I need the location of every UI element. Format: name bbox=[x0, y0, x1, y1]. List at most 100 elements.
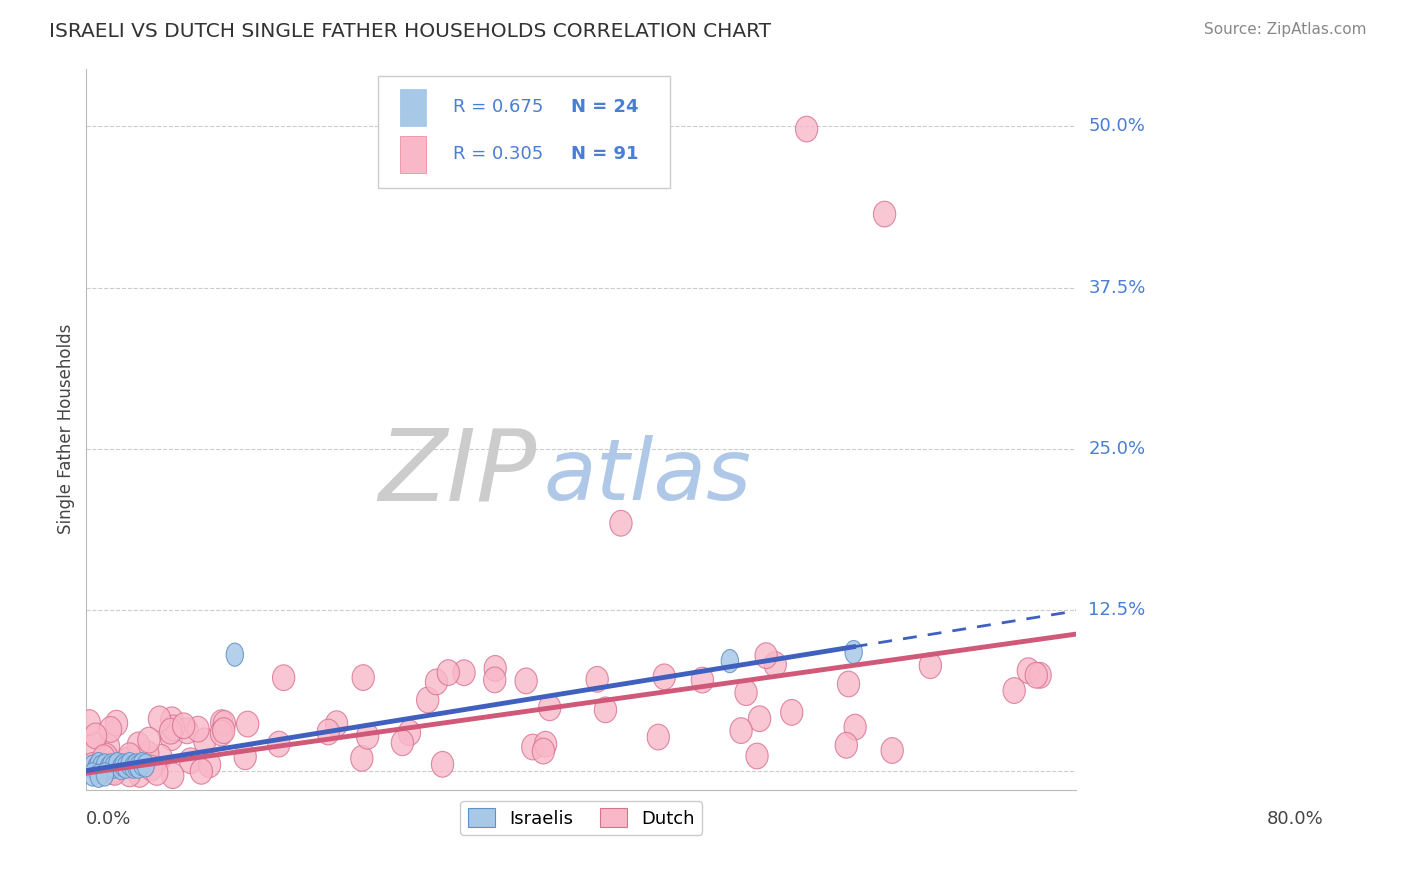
Ellipse shape bbox=[522, 734, 544, 760]
Ellipse shape bbox=[160, 706, 183, 732]
Ellipse shape bbox=[214, 711, 235, 736]
Ellipse shape bbox=[100, 756, 117, 780]
Ellipse shape bbox=[121, 753, 138, 776]
Ellipse shape bbox=[79, 710, 100, 735]
Ellipse shape bbox=[115, 754, 132, 777]
Text: R = 0.675: R = 0.675 bbox=[453, 98, 543, 116]
Ellipse shape bbox=[141, 756, 162, 780]
Ellipse shape bbox=[1029, 663, 1052, 689]
FancyBboxPatch shape bbox=[378, 76, 671, 187]
Ellipse shape bbox=[117, 756, 135, 779]
Ellipse shape bbox=[325, 711, 347, 737]
Ellipse shape bbox=[484, 667, 506, 693]
Text: R = 0.305: R = 0.305 bbox=[453, 145, 543, 163]
Ellipse shape bbox=[534, 731, 557, 757]
Text: 80.0%: 80.0% bbox=[1267, 810, 1324, 828]
Ellipse shape bbox=[105, 756, 122, 779]
Ellipse shape bbox=[398, 720, 420, 746]
Ellipse shape bbox=[100, 716, 122, 742]
Ellipse shape bbox=[117, 747, 139, 773]
Ellipse shape bbox=[146, 760, 167, 785]
Ellipse shape bbox=[835, 732, 858, 758]
Ellipse shape bbox=[233, 744, 256, 770]
Ellipse shape bbox=[432, 751, 454, 777]
Ellipse shape bbox=[748, 706, 770, 731]
Ellipse shape bbox=[90, 764, 107, 788]
Text: ISRAELI VS DUTCH SINGLE FATHER HOUSEHOLDS CORRELATION CHART: ISRAELI VS DUTCH SINGLE FATHER HOUSEHOLD… bbox=[49, 22, 772, 41]
Ellipse shape bbox=[118, 743, 141, 769]
Ellipse shape bbox=[873, 202, 896, 227]
Ellipse shape bbox=[763, 651, 786, 677]
Ellipse shape bbox=[136, 741, 159, 766]
Ellipse shape bbox=[735, 680, 758, 706]
Ellipse shape bbox=[755, 643, 778, 668]
Text: N = 24: N = 24 bbox=[571, 98, 638, 116]
Text: 0.0%: 0.0% bbox=[86, 810, 132, 828]
Ellipse shape bbox=[236, 711, 259, 737]
Ellipse shape bbox=[426, 669, 447, 695]
Ellipse shape bbox=[162, 715, 184, 740]
Ellipse shape bbox=[112, 756, 129, 780]
Ellipse shape bbox=[515, 668, 537, 694]
Text: 50.0%: 50.0% bbox=[1088, 118, 1144, 136]
Ellipse shape bbox=[844, 714, 866, 740]
Ellipse shape bbox=[118, 761, 141, 787]
Ellipse shape bbox=[150, 744, 172, 770]
Ellipse shape bbox=[84, 723, 107, 748]
Ellipse shape bbox=[586, 666, 609, 692]
Text: atlas: atlas bbox=[544, 434, 752, 517]
FancyBboxPatch shape bbox=[401, 136, 426, 172]
Ellipse shape bbox=[108, 753, 127, 776]
Ellipse shape bbox=[93, 745, 115, 771]
Ellipse shape bbox=[780, 699, 803, 725]
Ellipse shape bbox=[149, 706, 170, 731]
Ellipse shape bbox=[104, 759, 127, 785]
Ellipse shape bbox=[1002, 678, 1025, 704]
Ellipse shape bbox=[391, 730, 413, 756]
Ellipse shape bbox=[211, 710, 233, 736]
Text: Source: ZipAtlas.com: Source: ZipAtlas.com bbox=[1204, 22, 1367, 37]
Ellipse shape bbox=[357, 723, 378, 749]
Ellipse shape bbox=[89, 757, 111, 783]
Ellipse shape bbox=[84, 763, 101, 786]
Ellipse shape bbox=[920, 653, 942, 679]
Ellipse shape bbox=[180, 747, 201, 773]
Ellipse shape bbox=[128, 762, 150, 788]
Ellipse shape bbox=[533, 739, 554, 764]
Text: 25.0%: 25.0% bbox=[1088, 440, 1146, 458]
Ellipse shape bbox=[730, 718, 752, 744]
Ellipse shape bbox=[212, 718, 235, 744]
Ellipse shape bbox=[97, 746, 120, 772]
Ellipse shape bbox=[1017, 657, 1039, 683]
Ellipse shape bbox=[692, 667, 714, 693]
Ellipse shape bbox=[838, 671, 859, 697]
Ellipse shape bbox=[194, 728, 217, 754]
Ellipse shape bbox=[83, 732, 105, 758]
Ellipse shape bbox=[173, 713, 195, 739]
Ellipse shape bbox=[538, 695, 561, 721]
Ellipse shape bbox=[747, 743, 768, 769]
Ellipse shape bbox=[159, 718, 181, 744]
Ellipse shape bbox=[128, 732, 149, 758]
Ellipse shape bbox=[226, 643, 243, 666]
Y-axis label: Single Father Households: Single Father Households bbox=[58, 324, 75, 534]
Ellipse shape bbox=[129, 756, 148, 779]
Ellipse shape bbox=[453, 660, 475, 686]
Legend: Israelis, Dutch: Israelis, Dutch bbox=[460, 801, 703, 835]
Ellipse shape bbox=[105, 710, 128, 736]
Ellipse shape bbox=[654, 664, 675, 690]
Ellipse shape bbox=[90, 753, 107, 776]
Ellipse shape bbox=[117, 747, 139, 773]
Ellipse shape bbox=[160, 724, 183, 750]
Ellipse shape bbox=[352, 665, 374, 690]
Ellipse shape bbox=[211, 720, 232, 746]
Text: 37.5%: 37.5% bbox=[1088, 278, 1146, 296]
Ellipse shape bbox=[93, 756, 110, 779]
Ellipse shape bbox=[84, 756, 101, 779]
Ellipse shape bbox=[103, 754, 120, 777]
Ellipse shape bbox=[721, 649, 738, 673]
Ellipse shape bbox=[198, 752, 221, 778]
Ellipse shape bbox=[845, 640, 862, 664]
Ellipse shape bbox=[82, 753, 104, 779]
Ellipse shape bbox=[125, 756, 142, 779]
